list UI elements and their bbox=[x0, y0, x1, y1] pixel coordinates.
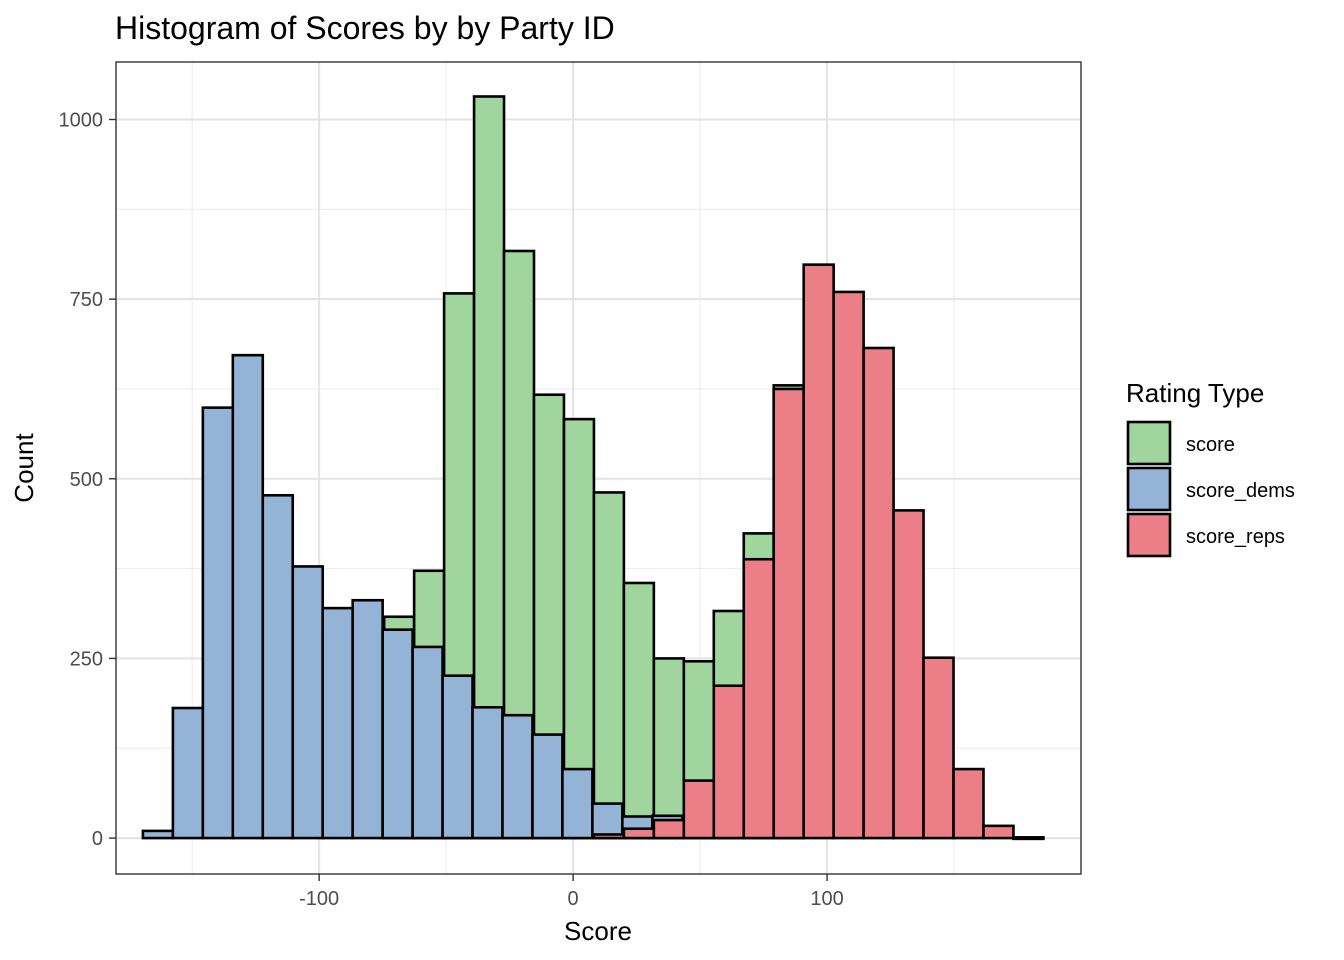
histogram-bar bbox=[501, 713, 534, 840]
histogram-bars bbox=[141, 95, 1045, 841]
legend-swatch bbox=[1126, 420, 1172, 466]
histogram-bar bbox=[742, 557, 776, 840]
legend-items: score score_dems score_reps bbox=[1126, 420, 1295, 558]
histogram-bar bbox=[381, 628, 414, 840]
histogram-bar bbox=[802, 263, 835, 840]
histogram-bar bbox=[561, 767, 594, 840]
y-tick-label: 1000 bbox=[59, 109, 104, 131]
y-tick-label: 750 bbox=[70, 289, 103, 311]
histogram-bar bbox=[712, 684, 746, 840]
histogram-bar bbox=[772, 387, 805, 840]
histogram-bar bbox=[952, 767, 985, 840]
histogram-bar bbox=[531, 733, 564, 840]
histogram-bar bbox=[652, 657, 686, 840]
histogram-bar bbox=[622, 581, 656, 840]
x-tick-label: -100 bbox=[299, 888, 339, 910]
legend-title: Rating Type bbox=[1126, 378, 1264, 408]
histogram-bar bbox=[592, 491, 626, 840]
y-tick-label: 500 bbox=[70, 469, 103, 491]
histogram-bar bbox=[622, 827, 656, 840]
legend-label: score bbox=[1186, 434, 1235, 456]
legend-item-score-dems: score_dems bbox=[1126, 466, 1295, 512]
histogram-bar bbox=[201, 406, 235, 840]
histogram-bar bbox=[982, 824, 1015, 840]
histogram-bar bbox=[1012, 836, 1045, 841]
histogram-bar bbox=[862, 346, 895, 840]
legend-item-score-reps: score_reps bbox=[1126, 512, 1285, 558]
legend-swatch bbox=[1126, 466, 1172, 512]
x-tick-label: 0 bbox=[568, 888, 579, 910]
y-axis-ticks: 0 250 500 750 1000 bbox=[59, 109, 116, 850]
histogram-bar bbox=[441, 674, 474, 840]
histogram-bar bbox=[682, 779, 716, 840]
legend-label: score_dems bbox=[1186, 480, 1295, 502]
x-axis-ticks: -100 0 100 bbox=[299, 874, 844, 910]
legend: Rating Type score score_dems score_reps bbox=[1126, 378, 1295, 558]
y-tick-label: 0 bbox=[92, 828, 103, 850]
legend-swatch bbox=[1126, 512, 1172, 558]
chart-title: Histogram of Scores by by Party ID bbox=[115, 10, 615, 46]
legend-label: score_reps bbox=[1186, 526, 1285, 548]
histogram-bar bbox=[922, 656, 955, 840]
histogram-bar bbox=[652, 818, 686, 840]
series-score-dems bbox=[141, 353, 684, 840]
histogram-bar bbox=[892, 509, 925, 840]
histogram-bar bbox=[351, 598, 384, 840]
histogram-bar bbox=[171, 706, 205, 840]
x-axis-title: Score bbox=[564, 916, 632, 946]
histogram-bar bbox=[321, 606, 354, 840]
histogram-bar bbox=[471, 705, 504, 840]
legend-item-score: score bbox=[1126, 420, 1235, 466]
y-tick-label: 250 bbox=[70, 648, 103, 670]
histogram-bar bbox=[591, 802, 624, 840]
histogram-bar bbox=[832, 290, 865, 840]
histogram-bar bbox=[592, 833, 626, 840]
histogram-bar bbox=[141, 829, 175, 840]
x-tick-label: 100 bbox=[810, 888, 843, 910]
y-axis-title: Count bbox=[9, 433, 39, 503]
histogram-bar bbox=[231, 353, 265, 840]
histogram-bar bbox=[411, 645, 444, 840]
histogram-bar bbox=[261, 494, 295, 840]
plot-border bbox=[115, 61, 1082, 875]
histogram-bar bbox=[291, 565, 325, 840]
series-score-reps bbox=[592, 263, 1045, 841]
